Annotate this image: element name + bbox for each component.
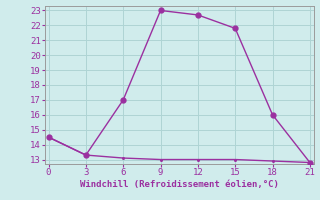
X-axis label: Windchill (Refroidissement éolien,°C): Windchill (Refroidissement éolien,°C) (80, 180, 279, 189)
